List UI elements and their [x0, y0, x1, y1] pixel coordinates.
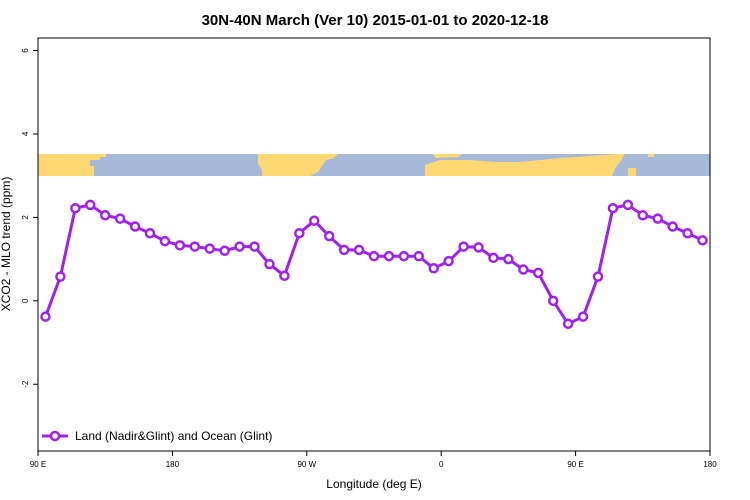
land-areas [38, 154, 654, 176]
data-point [234, 241, 245, 252]
data-point [592, 271, 604, 282]
data-point [413, 250, 425, 262]
data-point [40, 311, 51, 322]
data-point [85, 199, 96, 211]
series-line [44, 203, 704, 326]
data-point [204, 243, 215, 254]
data-point [219, 245, 230, 257]
data-point [353, 244, 365, 256]
data-point [562, 318, 574, 330]
legend: Land (Nadir&Glint) and Ocean (Glint) [42, 429, 272, 443]
land-ocean-map-strip [38, 154, 710, 176]
data-point [309, 215, 320, 226]
data-point [443, 255, 454, 267]
data-point [518, 264, 529, 275]
data-point [159, 235, 171, 247]
x-tick-label: 180 [703, 460, 717, 469]
data-point [682, 227, 693, 239]
data-point [323, 230, 335, 242]
data-point [622, 199, 634, 211]
data-point [368, 250, 380, 262]
x-axis-label: Longitude (deg E) [326, 477, 421, 491]
data-point [488, 252, 499, 264]
y-tick-label: 0 [21, 298, 30, 303]
series-layer [40, 199, 708, 330]
data-point [144, 227, 156, 239]
data-point [70, 202, 81, 214]
data-point [338, 244, 350, 256]
chart-title: 30N-40N March (Ver 10) 2015-01-01 to 202… [202, 12, 549, 29]
data-point [129, 221, 141, 232]
plot-frame [37, 37, 711, 452]
y-axis: -2 0 2 4 6 [21, 48, 38, 388]
data-point [174, 240, 186, 251]
data-point [279, 270, 290, 282]
data-point [652, 213, 663, 224]
data-point [667, 221, 678, 232]
data-point [294, 227, 305, 239]
data-point [114, 213, 126, 224]
y-tick-label: 6 [21, 48, 30, 53]
data-point [428, 263, 439, 274]
data-point [458, 241, 469, 252]
data-point [697, 235, 708, 246]
data-point [533, 267, 544, 279]
data-point [547, 295, 559, 307]
data-point [383, 250, 395, 262]
data-point [607, 202, 619, 214]
y-axis-label: XCO2 - MLO trend (ppm) [0, 177, 13, 312]
x-axis: 90 E 180 90 W 0 90 E 180 [30, 451, 717, 469]
data-point [249, 241, 260, 252]
data-point [473, 242, 484, 253]
data-point [637, 210, 649, 221]
legend-marker-swatch [49, 430, 61, 442]
data-point [189, 241, 201, 252]
data-point [264, 258, 275, 270]
data-point [55, 271, 66, 282]
x-tick-label: 0 [439, 460, 444, 469]
legend-label: Land (Nadir&Glint) and Ocean (Glint) [75, 429, 272, 443]
y-tick-label: -2 [21, 380, 30, 388]
x-tick-label: 90 W [297, 460, 316, 469]
x-tick-label: 90 E [30, 460, 46, 469]
data-point [99, 210, 111, 221]
y-tick-label: 4 [21, 131, 30, 136]
x-tick-label: 90 E [567, 460, 583, 469]
data-point [398, 250, 410, 262]
data-point [503, 253, 514, 265]
x-tick-label: 180 [166, 460, 180, 469]
data-point [577, 311, 589, 322]
y-tick-label: 2 [21, 215, 30, 220]
